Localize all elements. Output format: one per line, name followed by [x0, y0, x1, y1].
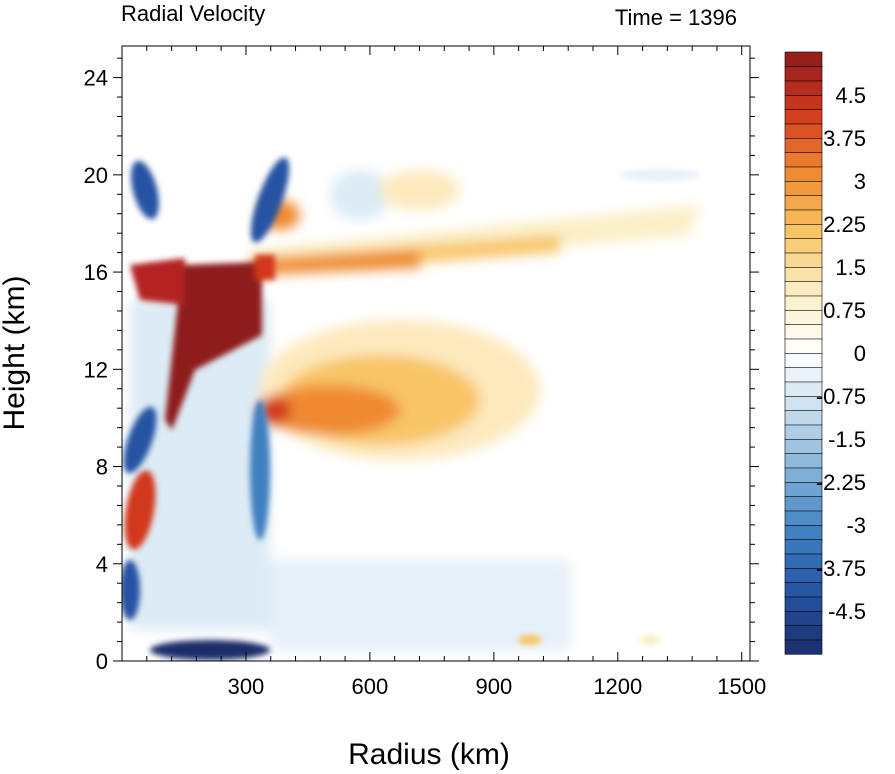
colorbar-label: 0 — [854, 341, 866, 366]
colorbar-segment — [784, 496, 823, 512]
colorbar-segment — [784, 410, 823, 426]
colorbar-segment — [784, 51, 823, 67]
inner-core-outflow — [130, 255, 275, 430]
midlevel-outflow — [259, 320, 540, 460]
colorbar-segment — [784, 223, 823, 239]
colorbar-label: -3.75 — [816, 556, 866, 581]
y-tick-label: 8 — [96, 455, 108, 480]
colorbar-segment — [784, 80, 823, 96]
x-tick-label: 900 — [475, 674, 512, 699]
colorbar-label: 3 — [854, 169, 866, 194]
colorbar-label: 2.25 — [823, 212, 866, 237]
colorbar-segment — [784, 324, 823, 340]
colorbar-segment — [784, 625, 823, 641]
colorbar: 4.5 3.75 3 2.25 1.5 0.75 0 -0.75 -1.5 -2.25 -3 -3.7… — [784, 51, 866, 655]
colorbar-segment — [784, 109, 823, 125]
colorbar-segment — [784, 209, 823, 225]
x-axis-label: Radius (km) — [348, 738, 510, 771]
colorbar-label: -4.5 — [828, 599, 866, 624]
x-tick-label: 1200 — [593, 674, 642, 699]
y-tick-label: 24 — [84, 66, 108, 91]
time-label: Time = 1396 — [615, 5, 737, 30]
colorbar-label: -3 — [846, 513, 866, 538]
colorbar-segment — [784, 195, 823, 211]
heatmap-field — [122, 46, 750, 661]
colorbar-segment — [784, 352, 823, 368]
colorbar-segment — [784, 367, 823, 383]
x-tick-label: 1500 — [717, 674, 766, 699]
colorbar-segment — [784, 137, 823, 153]
colorbar-segment — [784, 266, 823, 282]
y-tick-label: 0 — [96, 649, 108, 674]
colorbar-label: -0.75 — [816, 384, 866, 409]
colorbar-label: 4.5 — [835, 83, 866, 108]
colorbar-segment — [784, 424, 823, 440]
y-tick-label: 12 — [84, 357, 108, 382]
colorbar-segment — [784, 338, 823, 354]
colorbar-segment — [784, 453, 823, 469]
colorbar-segment — [784, 309, 823, 325]
x-tick-label: 300 — [228, 674, 265, 699]
y-axis: 0 4 8 12 16 20 24 — [84, 57, 759, 674]
colorbar-segment — [784, 438, 823, 454]
colorbar-segment — [784, 123, 823, 139]
colorbar-segment — [784, 281, 823, 297]
colorbar-segment — [784, 582, 823, 598]
colorbar-segment — [784, 166, 823, 182]
y-axis-label: Height (km) — [0, 275, 31, 430]
colorbar-segment — [784, 94, 823, 110]
colorbar-segment — [784, 610, 823, 626]
colorbar-segment — [784, 295, 823, 311]
colorbar-segment — [784, 510, 823, 526]
colorbar-segment — [784, 596, 823, 612]
colorbar-segment — [784, 252, 823, 268]
colorbar-label: 3.75 — [823, 126, 866, 151]
colorbar-segment — [784, 238, 823, 254]
inner-bands — [122, 157, 290, 660]
colorbar-segment — [784, 152, 823, 168]
colorbar-segment — [784, 539, 823, 555]
x-tick-label: 600 — [352, 674, 389, 699]
colorbar-label: -2.25 — [816, 470, 866, 495]
colorbar-label: 0.75 — [823, 298, 866, 323]
outer-features — [518, 169, 700, 645]
chart-title: Radial Velocity — [121, 1, 265, 26]
y-tick-label: 4 — [96, 552, 108, 577]
colorbar-segment — [784, 66, 823, 82]
x-axis: 300 600 900 1200 1500 — [146, 46, 766, 699]
colorbar-segment — [784, 524, 823, 540]
colorbar-label: 1.5 — [835, 255, 866, 280]
colorbar-segment — [784, 639, 823, 655]
colorbar-label: -1.5 — [828, 427, 866, 452]
colorbar-segment — [784, 180, 823, 196]
y-tick-label: 20 — [84, 163, 108, 188]
y-tick-label: 16 — [84, 260, 108, 285]
plot-frame — [121, 45, 751, 662]
